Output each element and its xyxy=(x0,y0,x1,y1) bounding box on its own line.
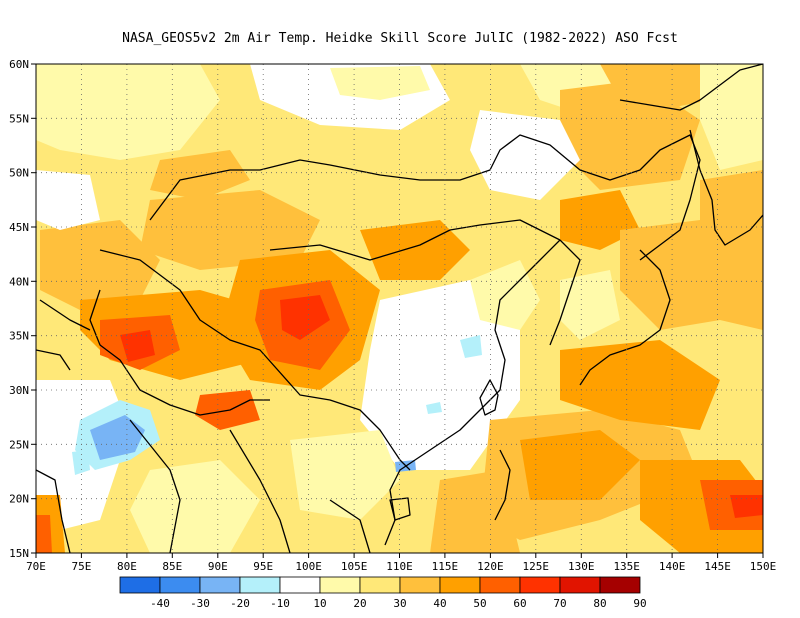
color-legend: -40 -30 -20 -10 10 20 30 40 50 60 70 80 … xyxy=(119,576,647,610)
colorbar-swatch xyxy=(199,576,241,594)
colorbar-cells xyxy=(119,576,641,594)
lat-label: 35N xyxy=(9,330,29,343)
lat-label: 30N xyxy=(9,384,29,397)
lat-label: 15N xyxy=(9,547,29,560)
lat-label: 55N xyxy=(9,112,29,125)
lon-label: 85E xyxy=(162,560,182,573)
lat-label: 50N xyxy=(9,167,29,180)
colorbar-label: -30 xyxy=(190,597,210,610)
lat-label: 25N xyxy=(9,438,29,451)
lon-label: 80E xyxy=(117,560,137,573)
lon-label: 150E xyxy=(750,560,777,573)
map-panel: 70E 75E 80E 85E 90E 95E 100E 105E 110E 1… xyxy=(9,58,776,573)
colorbar-swatch xyxy=(439,576,481,594)
lon-label: 135E xyxy=(613,560,640,573)
skill-score-field xyxy=(36,64,763,553)
colorbar-label: 20 xyxy=(353,597,366,610)
lon-label: 130E xyxy=(568,560,595,573)
lon-label: 70E xyxy=(26,560,46,573)
lat-label: 60N xyxy=(9,58,29,71)
lon-label: 120E xyxy=(477,560,504,573)
colorbar-labels: -40 -30 -20 -10 10 20 30 40 50 60 70 80 … xyxy=(150,597,647,610)
colorbar-swatch xyxy=(479,576,521,594)
colorbar-label: 40 xyxy=(433,597,446,610)
colorbar-swatch xyxy=(399,576,441,594)
colorbar-swatch xyxy=(119,576,161,594)
map-title: NASA_GEOS5v2 2m Air Temp. Heidke Skill S… xyxy=(122,31,678,46)
colorbar-label: 80 xyxy=(593,597,606,610)
colorbar-label: 50 xyxy=(473,597,486,610)
lon-label: 90E xyxy=(208,560,228,573)
colorbar-label: -40 xyxy=(150,597,170,610)
axis-ticks xyxy=(31,63,764,558)
latitude-labels: 60N 55N 50N 45N 40N 35N 30N 25N 20N 15N xyxy=(9,58,29,560)
lon-label: 140E xyxy=(659,560,686,573)
graticule xyxy=(36,64,763,553)
lat-label: 40N xyxy=(9,275,29,288)
colorbar-label: 30 xyxy=(393,597,406,610)
lat-label: 20N xyxy=(9,493,29,506)
colorbar-label: 60 xyxy=(513,597,526,610)
colorbar-swatch xyxy=(559,576,601,594)
colorbar-swatch xyxy=(519,576,561,594)
colorbar-label: -10 xyxy=(270,597,290,610)
colorbar-swatch xyxy=(319,576,361,594)
longitude-labels: 70E 75E 80E 85E 90E 95E 100E 105E 110E 1… xyxy=(26,560,776,573)
colorbar-label: 90 xyxy=(633,597,646,610)
lon-label: 75E xyxy=(71,560,91,573)
colorbar-swatch xyxy=(279,576,321,594)
lon-label: 115E xyxy=(432,560,459,573)
lon-label: 100E xyxy=(295,560,322,573)
colorbar-swatch xyxy=(159,576,201,594)
country-borders xyxy=(36,134,701,471)
lon-label: 95E xyxy=(253,560,273,573)
lon-label: 145E xyxy=(704,560,731,573)
colorbar-swatch xyxy=(359,576,401,594)
lat-label: 45N xyxy=(9,221,29,234)
colorbar-label: 10 xyxy=(313,597,326,610)
lon-label: 125E xyxy=(523,560,550,573)
colorbar-label: 70 xyxy=(553,597,566,610)
lon-label: 105E xyxy=(341,560,368,573)
colorbar-label: -20 xyxy=(230,597,250,610)
lon-label: 110E xyxy=(386,560,413,573)
colorbar-swatch xyxy=(239,576,281,594)
colorbar-swatch xyxy=(599,576,641,594)
